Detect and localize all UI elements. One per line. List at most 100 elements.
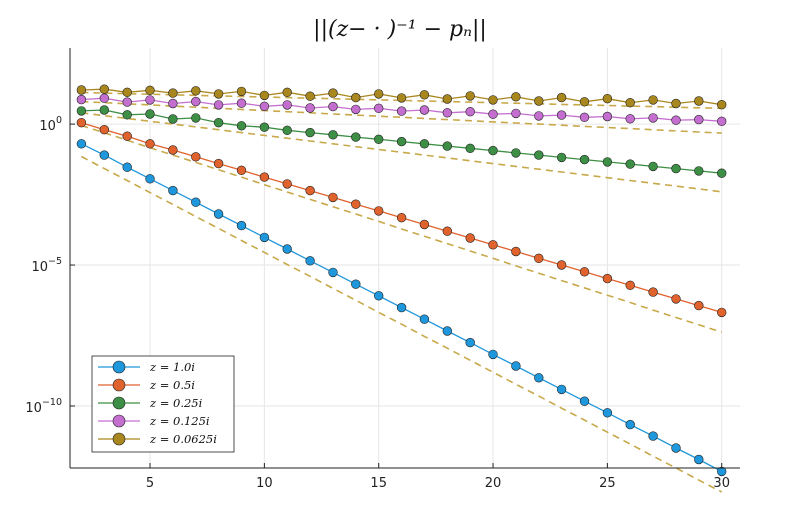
series-3-point-13 <box>374 103 384 114</box>
series-4-point-5 <box>191 86 201 96</box>
series-0-point-10 <box>305 256 315 266</box>
series-4-point-25 <box>648 95 658 105</box>
bound-line-1 <box>81 124 722 333</box>
series-0-point-23 <box>602 408 613 418</box>
series-1-point-28 <box>716 307 727 318</box>
legend-label-3: z = 0.125i <box>149 414 210 428</box>
series-2-point-5 <box>191 113 201 123</box>
series-3-point-20 <box>534 111 544 121</box>
series-0-point-13 <box>374 291 384 301</box>
legend-marker-1 <box>112 378 126 392</box>
series-3-point-18 <box>488 109 498 119</box>
series-4-point-19 <box>511 92 521 102</box>
series-0 <box>76 139 727 477</box>
legend-label-4: z = 0.0625i <box>149 432 217 446</box>
legend-marker-2 <box>112 396 126 410</box>
series-3-point-24 <box>625 114 635 124</box>
series-0-point-16 <box>442 326 452 336</box>
series-4-point-4 <box>168 88 178 98</box>
series-2-point-3 <box>145 109 155 119</box>
series-2-point-16 <box>442 141 452 151</box>
series-4-point-12 <box>351 92 361 103</box>
series-2-point-20 <box>534 150 544 160</box>
series-1-point-6 <box>213 158 224 169</box>
series-3-point-26 <box>671 115 681 125</box>
series-0-point-7 <box>236 220 247 231</box>
series-4-point-8 <box>259 90 270 101</box>
axes <box>69 48 740 469</box>
x-tick-label-5: 30 <box>713 476 730 491</box>
series-3-point-5 <box>191 96 201 107</box>
series-1 <box>76 117 727 318</box>
series-2-point-2 <box>122 110 132 120</box>
series-2-point-9 <box>282 125 292 136</box>
series-2-point-28 <box>716 168 727 178</box>
series-1-point-14 <box>396 213 407 223</box>
y-tick-label-2: 10−10 <box>25 397 62 416</box>
series-4-point-21 <box>556 92 567 103</box>
x-tick-label-0: 5 <box>146 476 154 491</box>
legend-label-1: z = 0.5i <box>149 378 195 392</box>
series-0-point-9 <box>282 244 292 254</box>
chart-title: ||(z− · )⁻¹ − pₙ|| <box>313 17 487 42</box>
series-4-point-7 <box>236 86 247 97</box>
series-4-point-16 <box>442 94 452 104</box>
series-0-point-5 <box>191 197 201 207</box>
series-2-point-0 <box>76 106 87 116</box>
series-0-point-0 <box>76 139 87 149</box>
series-1-point-11 <box>328 192 338 203</box>
series-1-point-17 <box>465 233 475 243</box>
series-4-point-13 <box>374 89 384 99</box>
series-3-point-0 <box>76 94 87 105</box>
series-4-point-14 <box>396 93 407 103</box>
legend-marker-3 <box>112 414 126 428</box>
series-0-point-15 <box>419 314 430 324</box>
series-2-point-24 <box>625 159 635 169</box>
series-3-point-10 <box>305 103 315 113</box>
y-ticks: 100 10−5 10−10 <box>25 115 75 416</box>
series-1-point-3 <box>145 139 155 149</box>
series-4-point-24 <box>625 97 635 108</box>
series-0-point-14 <box>396 302 407 313</box>
series-1-point-25 <box>648 287 658 297</box>
bound-line-0 <box>81 155 723 493</box>
series-0-point-12 <box>351 279 361 289</box>
series-4-point-2 <box>122 87 132 98</box>
series-1-point-24 <box>625 280 635 290</box>
series-4-point-27 <box>694 96 704 106</box>
series-1-point-23 <box>602 273 613 284</box>
series-0-point-8 <box>259 232 270 243</box>
series-2-point-4 <box>168 114 178 124</box>
series-2-point-6 <box>213 117 224 128</box>
series-1-point-4 <box>168 145 178 155</box>
y-tick-label-1: 10−5 <box>31 256 62 275</box>
x-tick-label-1: 10 <box>256 476 273 491</box>
legend-items: z = 1.0i z = 0.5i z = 0.25i z = 0.125i z = 0… <box>98 360 217 446</box>
series-2-point-12 <box>351 132 361 142</box>
bound-line-4 <box>81 91 722 110</box>
series-0-point-11 <box>328 267 338 278</box>
series-2-point-26 <box>671 163 681 174</box>
series-0-point-26 <box>671 443 681 453</box>
series-2-point-14 <box>396 136 407 147</box>
series-2 <box>76 105 727 178</box>
series-1-point-16 <box>442 226 452 236</box>
series-1-point-0 <box>76 117 87 128</box>
series-0-point-17 <box>465 337 475 348</box>
series-0-point-1 <box>99 150 110 160</box>
legend-marker-4 <box>112 432 126 446</box>
bound-lines <box>81 91 723 493</box>
series-4-point-23 <box>602 93 613 104</box>
series-4-point-18 <box>488 95 498 105</box>
series-4-point-6 <box>213 89 224 99</box>
series-4-point-3 <box>145 85 155 96</box>
series-3-point-1 <box>99 93 110 103</box>
legend-marker-0 <box>112 360 126 374</box>
series-4-point-15 <box>419 90 430 100</box>
x-tick-label-3: 20 <box>485 476 502 491</box>
series-3-point-8 <box>259 101 270 112</box>
series-3-point-7 <box>236 98 247 108</box>
series-2-point-13 <box>374 134 384 145</box>
series-4-point-0 <box>76 85 87 95</box>
series-3-point-27 <box>694 114 704 125</box>
